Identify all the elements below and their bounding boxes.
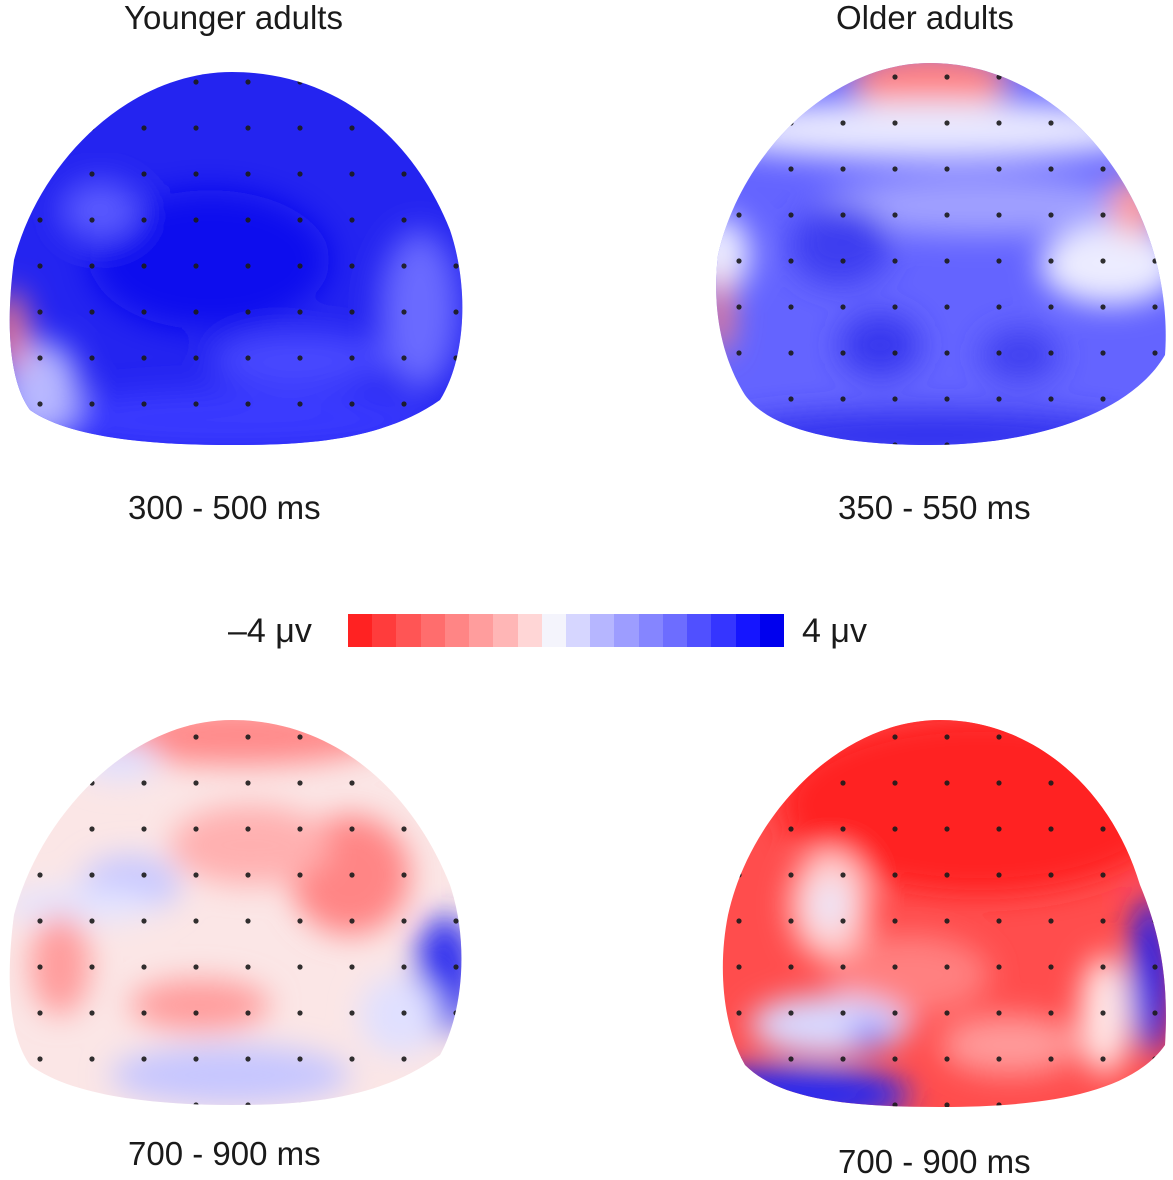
topomap-older-late	[710, 715, 1173, 1110]
colorbar-swatch	[469, 614, 494, 647]
colorbar	[348, 614, 784, 647]
colorbar-swatch	[493, 614, 518, 647]
older-adults-title: Older adults	[836, 0, 1014, 36]
colorbar-swatch	[662, 614, 688, 647]
colorbar-swatch	[638, 614, 663, 647]
time-window-older-early: 350 - 550 ms	[838, 489, 1031, 526]
colorbar-swatch	[614, 614, 639, 647]
colorbar-swatch	[590, 614, 615, 647]
colorbar-max-label: 4 μv	[802, 612, 867, 650]
topomap-older-early	[700, 55, 1173, 450]
colorbar-swatch	[517, 614, 542, 647]
colorbar-swatch	[687, 614, 712, 647]
colorbar-swatch	[735, 614, 760, 647]
colorbar-swatch	[541, 614, 566, 647]
colorbar-swatch	[420, 614, 445, 647]
colorbar-swatch	[396, 614, 421, 647]
colorbar-swatch	[372, 614, 397, 647]
colorbar-swatch	[565, 614, 591, 647]
time-window-younger-early: 300 - 500 ms	[128, 489, 321, 526]
time-window-younger-late: 700 - 900 ms	[128, 1135, 321, 1172]
younger-adults-title: Younger adults	[124, 0, 343, 36]
colorbar-min-label: –4 μv	[228, 612, 312, 650]
topomap-younger-early	[0, 60, 480, 450]
topomap-younger-late	[0, 715, 480, 1110]
colorbar-swatch	[444, 614, 470, 647]
time-window-older-late: 700 - 900 ms	[838, 1143, 1031, 1180]
colorbar-swatch	[711, 614, 736, 647]
colorbar-swatch	[759, 614, 784, 647]
colorbar-swatch	[348, 614, 373, 647]
